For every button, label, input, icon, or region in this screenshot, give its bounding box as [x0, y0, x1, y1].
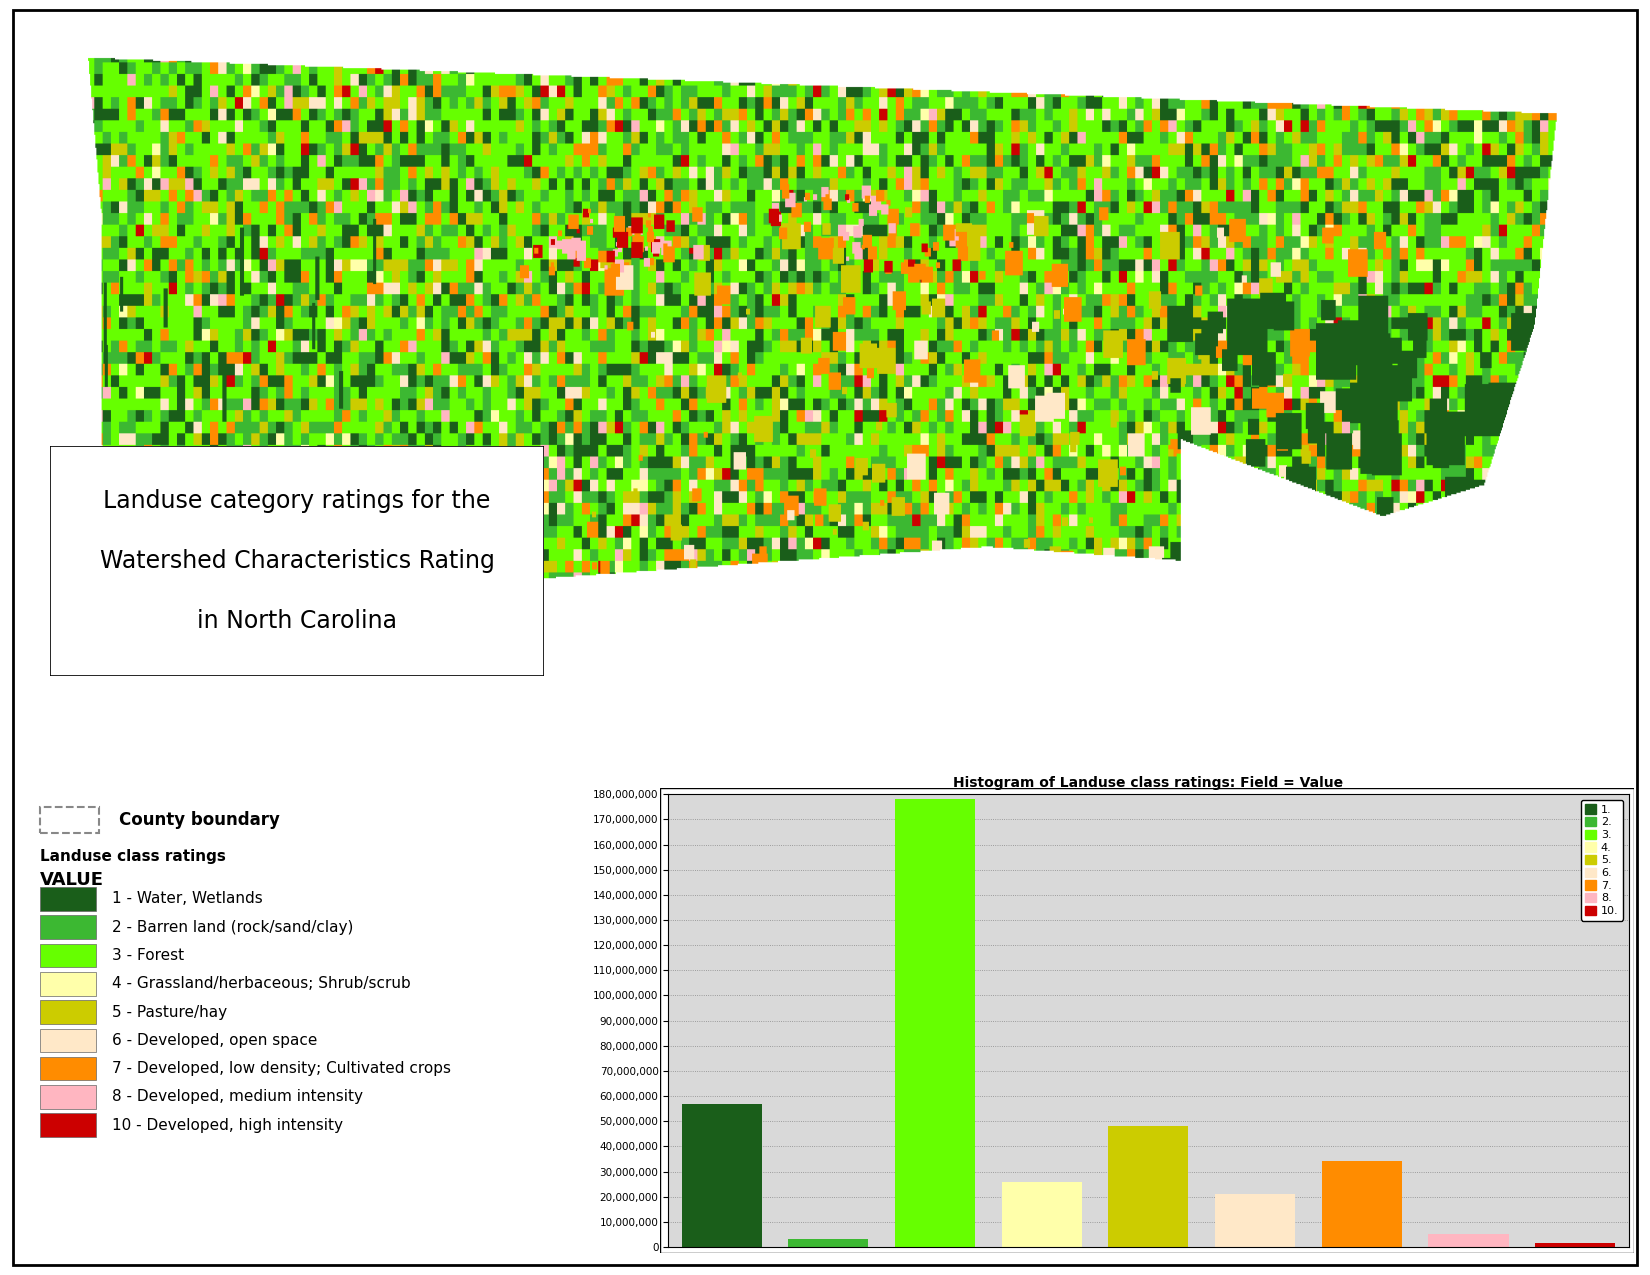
Bar [40, 1085, 96, 1109]
Bar [40, 944, 96, 968]
Text: County boundary: County boundary [119, 811, 280, 829]
Text: 4 - Grassland/herbaceous; Shrub/scrub: 4 - Grassland/herbaceous; Shrub/scrub [112, 977, 411, 991]
Text: 6 - Developed, open space: 6 - Developed, open space [112, 1033, 317, 1048]
Bar [40, 1029, 96, 1052]
Legend: 1., 2., 3., 4., 5., 6., 7., 8., 10.: 1., 2., 3., 4., 5., 6., 7., 8., 10. [1581, 799, 1624, 921]
Bar [40, 807, 99, 833]
Text: 1 - Water, Wetlands: 1 - Water, Wetlands [112, 891, 262, 907]
Bar [1109, 1126, 1188, 1247]
Text: Watershed Characteristics Rating: Watershed Characteristics Rating [99, 550, 495, 572]
Text: VALUE: VALUE [40, 871, 104, 889]
Bar [681, 1104, 762, 1247]
Bar [1214, 1195, 1295, 1247]
Bar [40, 972, 96, 996]
Bar [789, 1239, 868, 1247]
Bar [894, 799, 975, 1247]
Text: 8 - Developed, medium intensity: 8 - Developed, medium intensity [112, 1089, 363, 1104]
Text: Landuse category ratings for the: Landuse category ratings for the [104, 490, 490, 514]
Bar [40, 915, 96, 938]
Bar [1322, 1162, 1402, 1247]
Text: in North Carolina: in North Carolina [196, 608, 398, 632]
Text: 7 - Developed, low density; Cultivated crops: 7 - Developed, low density; Cultivated c… [112, 1061, 450, 1076]
Bar [1002, 1182, 1082, 1247]
Text: 10 - Developed, high intensity: 10 - Developed, high intensity [112, 1118, 343, 1132]
Title: Histogram of Landuse class ratings: Field = Value: Histogram of Landuse class ratings: Fiel… [954, 776, 1343, 790]
Bar [40, 887, 96, 910]
Bar [1429, 1234, 1508, 1247]
Bar [40, 1057, 96, 1080]
Text: 3 - Forest: 3 - Forest [112, 947, 185, 963]
Bar [40, 1113, 96, 1137]
Text: Landuse class ratings: Landuse class ratings [40, 849, 226, 864]
Bar [1534, 1243, 1615, 1247]
Text: 2 - Barren land (rock/sand/clay): 2 - Barren land (rock/sand/clay) [112, 919, 353, 935]
Bar [40, 1000, 96, 1024]
Text: 5 - Pasture/hay: 5 - Pasture/hay [112, 1005, 228, 1020]
